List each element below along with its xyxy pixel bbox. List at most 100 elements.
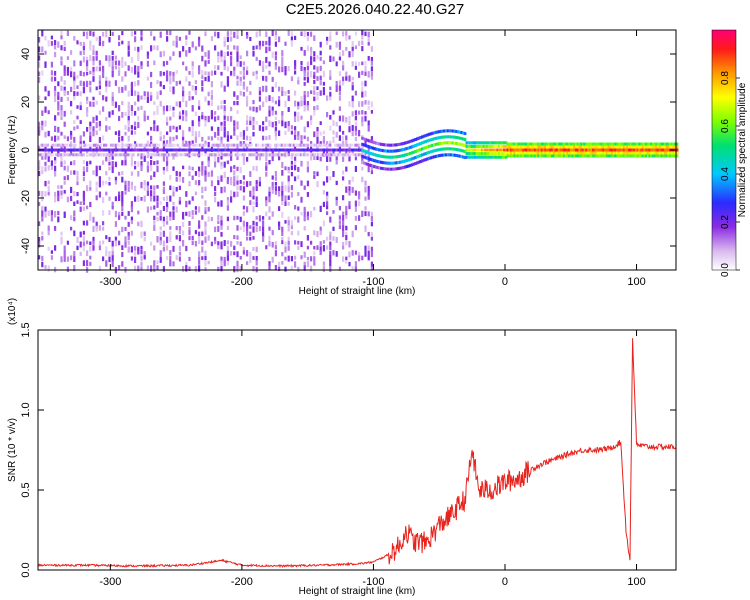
spectrogram-cell — [75, 153, 79, 157]
spectrogram-cell — [617, 142, 621, 146]
spectrogram-cell — [281, 201, 284, 206]
spectrogram-cell — [361, 255, 364, 261]
spectrogram-cell — [92, 45, 95, 51]
spectrogram-cell — [409, 139, 412, 143]
spectrogram-cell — [188, 81, 191, 86]
spectrogram-cell — [326, 36, 329, 42]
spectrogram-cell — [354, 115, 357, 121]
spectrogram-cell — [388, 167, 392, 171]
spectrogram-cell — [633, 154, 636, 158]
spectrogram-cell — [134, 145, 137, 151]
spectrogram-cell — [252, 186, 255, 192]
spectrogram-cell — [124, 185, 127, 191]
spectrogram-cell — [121, 153, 125, 157]
spectrogram-cell — [367, 120, 370, 126]
spectrogram-cell — [98, 176, 101, 183]
spectrogram-cell — [98, 240, 101, 247]
spectrogram-cell — [154, 143, 157, 147]
spectrogram-cell — [242, 160, 245, 165]
spectrogram-cell — [111, 155, 114, 160]
spectrogram-cell — [274, 130, 277, 137]
spectrogram-cell — [38, 55, 41, 61]
spectrogram-cell — [195, 153, 198, 157]
spectrogram-cell — [297, 216, 300, 223]
spectrogram-cell — [662, 142, 665, 146]
spectrogram-cell — [527, 142, 530, 146]
spectrogram-cell — [201, 256, 204, 260]
spectrogram-cell — [508, 151, 511, 155]
spectrogram-cell — [94, 148, 98, 152]
spectrogram-cell — [429, 156, 433, 160]
spectrogram-cell — [342, 176, 345, 181]
spectrogram-cell — [313, 171, 316, 175]
spectrogram-cell — [537, 154, 540, 158]
spectrogram-cell — [204, 226, 207, 231]
spectrogram-cell — [207, 136, 210, 140]
spectrogram-cell — [140, 143, 144, 147]
spectrogram-cell — [441, 135, 445, 139]
spectrogram-cell — [79, 153, 82, 157]
spectrogram-cell — [46, 153, 50, 157]
spectrogram-cell — [50, 165, 53, 170]
spectrogram-cell — [194, 266, 197, 272]
spectrogram-cell — [98, 225, 101, 231]
spectrogram-cell — [433, 131, 436, 135]
spectrogram-cell — [335, 156, 338, 161]
spectrogram-cell — [134, 101, 137, 106]
spectrogram-cell — [626, 154, 629, 158]
spectrogram-cell — [303, 126, 306, 133]
spectrogram-cell — [290, 230, 293, 236]
spectrogram-cell — [137, 161, 140, 167]
spectrogram-cell — [674, 142, 677, 146]
spectrogram-cell — [367, 71, 370, 78]
spectrogram-cell — [265, 75, 268, 82]
spectrogram-cell — [631, 151, 635, 155]
spectrogram-cell — [600, 154, 604, 158]
spectrogram-cell — [367, 211, 370, 217]
spectrogram-cell — [388, 149, 392, 153]
spectrogram-cell — [249, 236, 252, 241]
spectrogram-cell — [564, 151, 568, 155]
spectrogram-cell — [134, 265, 137, 271]
spectrogram-cell — [487, 155, 491, 159]
spectrogram-cell — [409, 151, 412, 155]
spectrogram-cell — [439, 135, 443, 139]
spectrogram-cell — [371, 152, 375, 156]
spectrogram-cell — [156, 105, 159, 113]
spectrogram-cell — [370, 46, 373, 52]
spectrogram-cell — [345, 211, 348, 217]
spectrogram-cell — [638, 154, 641, 158]
spectrogram-cell — [226, 250, 229, 257]
spectrogram-cell — [349, 153, 352, 157]
spectrogram-cell — [252, 226, 255, 233]
spectrogram-cell — [50, 61, 53, 68]
spectrogram-cell — [201, 45, 204, 52]
spectrogram-cell — [60, 96, 63, 102]
spectrogram-cell — [281, 86, 284, 94]
spectrogram-cell — [197, 153, 200, 157]
spectrogram-cell — [153, 45, 156, 50]
spectrogram-cell — [134, 46, 137, 51]
spectrogram-cell — [561, 145, 564, 149]
spectrogram-cell — [294, 255, 297, 260]
spectrogram-cell — [552, 151, 556, 155]
spectrogram-cell — [614, 145, 617, 149]
spectrogram-cell — [419, 154, 422, 158]
spectrogram-cell — [617, 145, 621, 149]
spectrogram-cell — [55, 143, 58, 147]
spectrogram-cell — [118, 41, 121, 47]
spectrogram-cell — [274, 250, 277, 257]
spectrogram-cell — [332, 110, 335, 115]
spectrogram-cell — [436, 130, 440, 134]
spectrogram-cell — [523, 154, 527, 158]
spectrogram-cell — [278, 120, 281, 124]
spectrogram-cell — [108, 80, 111, 87]
spectrogram-cell — [287, 175, 290, 182]
spectrogram-cell — [445, 141, 448, 145]
spectrogram-cell — [134, 70, 137, 75]
spectrogram-cell — [364, 144, 368, 148]
spectrogram-cell — [185, 143, 188, 147]
spectrogram-cell — [436, 148, 440, 152]
spectrogram-cell — [91, 153, 94, 157]
spectrogram-cell — [303, 66, 306, 74]
